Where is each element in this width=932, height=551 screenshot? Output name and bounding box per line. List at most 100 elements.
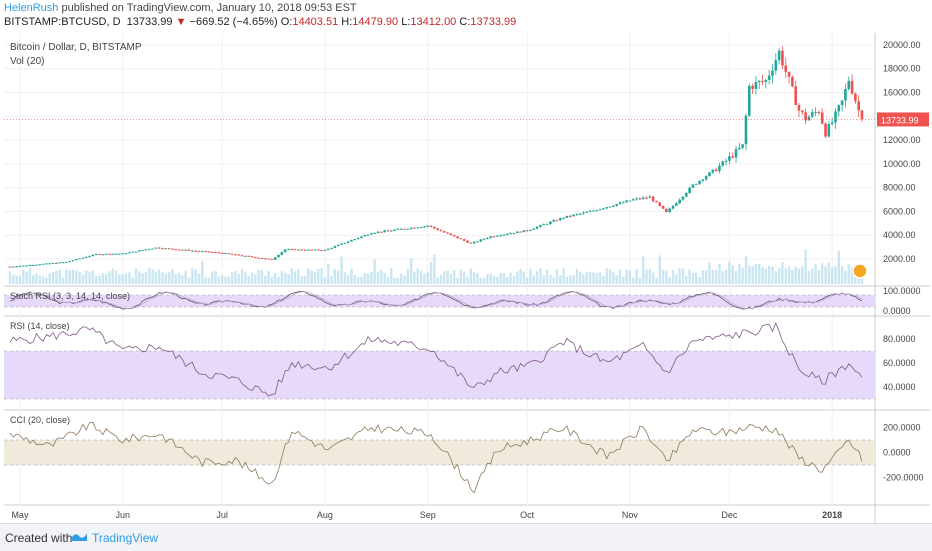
candle-body — [393, 229, 396, 231]
candle-body — [578, 213, 582, 215]
candle-body — [777, 50, 781, 61]
volume-bar — [658, 255, 661, 284]
candle-body — [648, 196, 652, 198]
candle-body — [446, 232, 449, 234]
rsi-band — [4, 351, 875, 399]
volume-bar — [797, 268, 801, 284]
chart-area[interactable]: May Jun Jul Aug Sep Oct Nov Dec 2018 2000.00 4000.… — [4, 33, 930, 523]
candle-body — [383, 230, 386, 232]
volume-bar — [68, 270, 71, 284]
last-price-label: 13733.99 — [881, 115, 919, 125]
candle-body — [595, 210, 599, 212]
volume-bar — [91, 270, 95, 284]
candle-body — [691, 184, 695, 188]
open-label: O: — [280, 16, 293, 28]
candle-body — [658, 202, 662, 206]
candle-body — [343, 242, 347, 244]
candle-body — [147, 249, 151, 251]
candle-body — [522, 230, 526, 233]
candle-body — [449, 233, 453, 236]
volume-bar — [254, 274, 257, 284]
candle-body — [804, 112, 807, 121]
volume-bar — [807, 271, 811, 284]
candle-body — [678, 199, 681, 204]
candle-body — [850, 80, 854, 94]
volume-bar — [217, 276, 221, 284]
candle-body — [612, 205, 615, 207]
volume-bar — [668, 277, 671, 284]
volume-bar — [419, 270, 423, 284]
candle-body — [303, 249, 307, 251]
candle-body — [469, 242, 473, 244]
candle-body — [88, 256, 91, 258]
candle-body — [588, 210, 592, 212]
cci-y-tick: 200.0000 — [883, 423, 921, 433]
candle-body — [645, 197, 648, 199]
volume-bar — [585, 271, 589, 284]
candle-body — [386, 230, 390, 232]
candle-body — [51, 262, 55, 264]
author-link[interactable]: HelenRush — [4, 2, 59, 14]
candle-body — [45, 263, 48, 265]
candle-body — [515, 231, 519, 234]
volume-bar — [333, 268, 337, 284]
candle-body — [721, 161, 725, 166]
volume-bar — [161, 272, 164, 284]
volume-bar — [187, 277, 191, 284]
candle-body — [363, 235, 367, 237]
candle-body — [81, 257, 85, 259]
candle-body — [164, 248, 168, 250]
chart-svg[interactable]: May Jun Jul Aug Sep Oct Nov Dec 2018 2000.00 4000.… — [4, 33, 930, 523]
candle-body — [555, 220, 559, 222]
volume-bar — [244, 271, 247, 284]
volume-bar — [711, 269, 715, 284]
candle-body — [592, 210, 595, 212]
candle-body — [224, 253, 227, 255]
candle-body — [25, 265, 28, 267]
rsi-y-tick: 60.0000 — [883, 358, 916, 368]
volume-bar — [247, 276, 250, 284]
candle-body — [161, 248, 164, 250]
candle-body — [442, 231, 446, 233]
candle-body — [61, 262, 65, 264]
candle-body — [409, 227, 413, 229]
candle-body — [370, 233, 373, 235]
candle-body — [797, 105, 801, 111]
volume-bar — [439, 274, 443, 284]
symbol-line: BITSTAMP:BTCUSD, D 13733.99 ▼ −669.52 (−… — [4, 16, 516, 28]
volume-bar — [58, 269, 61, 284]
candle-body — [396, 228, 400, 230]
candle-body — [340, 243, 343, 245]
candle-body — [456, 236, 459, 239]
candle-body — [184, 249, 188, 251]
tradingview-link[interactable]: TradingView — [92, 531, 159, 545]
candle-body — [307, 249, 310, 251]
candle-body — [28, 264, 32, 266]
volume-bar — [250, 272, 254, 284]
candle-body — [260, 257, 264, 259]
candle-body — [814, 112, 817, 114]
candle-body — [519, 231, 522, 233]
volume-bar — [267, 271, 270, 284]
candle-body — [791, 76, 794, 87]
volume-bar — [313, 272, 317, 284]
candle-body — [108, 253, 111, 255]
candle-body — [824, 123, 827, 137]
cci-line — [9, 421, 863, 494]
volume-bar — [492, 276, 496, 284]
volume-bar — [801, 266, 804, 284]
volume-bar — [300, 276, 303, 284]
volume-bar — [499, 273, 502, 284]
candle-body — [734, 149, 738, 158]
candle-body — [333, 246, 337, 248]
candle-body — [194, 250, 197, 252]
candle-body — [65, 261, 68, 263]
candle-body — [499, 235, 502, 237]
candle-body — [622, 202, 625, 204]
volume-bar — [764, 268, 768, 284]
volume-bar — [496, 276, 499, 284]
volume-bar — [283, 272, 287, 284]
candle-body — [204, 251, 207, 253]
volume-bar — [519, 268, 522, 284]
volume-bar — [525, 277, 529, 284]
